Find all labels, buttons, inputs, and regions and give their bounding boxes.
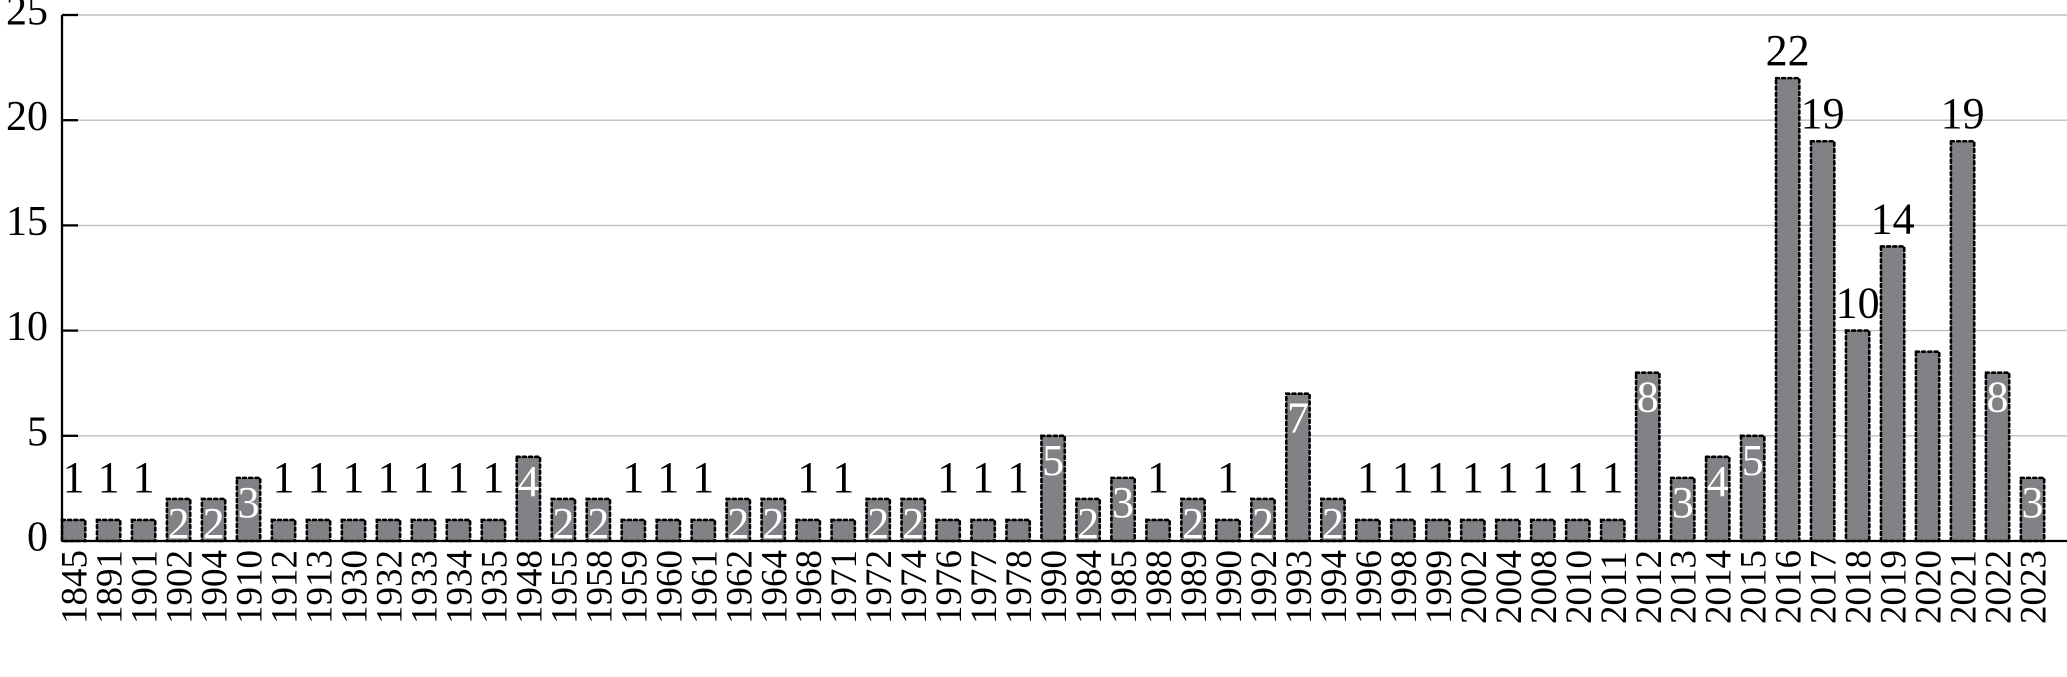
svg-text:5: 5 [27,409,48,455]
svg-text:7: 7 [1287,394,1309,443]
svg-text:1: 1 [273,453,295,502]
svg-text:3: 3 [2022,478,2044,527]
svg-text:1: 1 [377,453,399,502]
svg-text:4: 4 [1707,457,1729,506]
svg-text:2023: 2023 [2014,550,2055,624]
svg-text:1: 1 [308,453,330,502]
svg-text:1: 1 [1357,453,1379,502]
svg-text:3: 3 [1112,478,1134,527]
svg-text:1: 1 [937,453,959,502]
svg-text:1: 1 [1602,453,1624,502]
svg-text:3: 3 [1672,478,1694,527]
svg-text:25: 25 [6,0,48,35]
svg-text:10: 10 [6,304,48,350]
svg-text:1: 1 [657,453,679,502]
svg-text:1: 1 [1532,453,1554,502]
svg-text:1: 1 [972,453,994,502]
svg-text:14: 14 [1871,194,1915,243]
svg-text:5: 5 [1742,436,1764,485]
svg-text:20: 20 [6,94,48,140]
svg-text:10: 10 [1836,279,1880,328]
svg-text:3: 3 [238,478,260,527]
svg-text:0: 0 [27,515,48,561]
svg-text:8: 8 [1987,373,2009,422]
svg-text:1: 1 [622,453,644,502]
svg-text:1: 1 [1427,453,1449,502]
svg-text:5: 5 [1042,436,1064,485]
svg-text:15: 15 [6,199,48,245]
svg-text:1: 1 [1147,453,1169,502]
svg-text:1: 1 [1217,453,1239,502]
svg-text:4: 4 [517,457,539,506]
svg-text:1: 1 [1007,453,1029,502]
svg-text:1: 1 [412,453,434,502]
svg-text:1: 1 [482,453,504,502]
svg-text:1: 1 [133,453,155,502]
svg-text:19: 19 [1941,89,1985,138]
svg-text:1: 1 [797,453,819,502]
svg-text:1: 1 [692,453,714,502]
svg-text:19: 19 [1801,89,1845,138]
svg-text:1: 1 [1392,453,1414,502]
svg-text:1: 1 [63,453,85,502]
svg-text:22: 22 [1766,26,1810,75]
svg-text:8: 8 [1637,373,1659,422]
svg-text:1: 1 [832,453,854,502]
svg-text:1: 1 [447,453,469,502]
svg-text:1: 1 [98,453,120,502]
svg-text:1: 1 [1567,453,1589,502]
svg-text:1: 1 [342,453,364,502]
svg-text:1: 1 [1462,453,1484,502]
svg-text:1: 1 [1497,453,1519,502]
